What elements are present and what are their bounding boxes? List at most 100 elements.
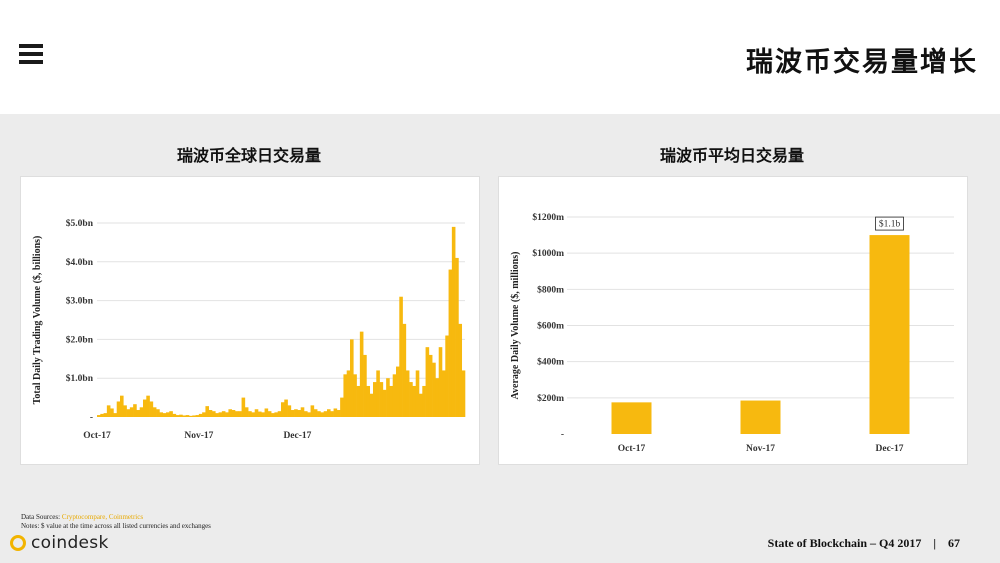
data-sources-note: Data Sources: Cryptocompare, Coinmetrics bbox=[21, 513, 143, 521]
bar bbox=[251, 412, 256, 417]
bar bbox=[189, 415, 193, 417]
bar bbox=[366, 385, 371, 417]
logo-text: coindesk bbox=[31, 533, 109, 553]
y-tick-label: $1.0bn bbox=[66, 373, 94, 384]
bar bbox=[162, 413, 167, 417]
bar bbox=[228, 409, 233, 417]
chart-average-volume: - $200m $400m $600m $800m $1000m $1200m Oct-17 N… bbox=[510, 212, 954, 454]
bar bbox=[261, 412, 265, 417]
bar bbox=[110, 408, 114, 417]
x-tick-label: Dec-17 bbox=[283, 431, 311, 441]
bar bbox=[215, 413, 219, 417]
data-label: $1.1b bbox=[879, 219, 901, 230]
y-axis-title: Total Daily Trading Volume ($, billions) bbox=[32, 236, 43, 405]
bar bbox=[264, 408, 269, 417]
bar bbox=[159, 412, 164, 417]
bar bbox=[103, 413, 108, 417]
bar bbox=[126, 409, 131, 417]
bar bbox=[373, 382, 377, 417]
bar bbox=[212, 411, 216, 417]
bar bbox=[402, 323, 407, 417]
bar bbox=[149, 401, 154, 417]
footer-separator: | bbox=[933, 536, 936, 550]
bar bbox=[310, 405, 315, 417]
bar bbox=[271, 413, 275, 417]
bar bbox=[284, 399, 288, 417]
bar bbox=[116, 401, 121, 417]
y-tick-label: $600m bbox=[537, 321, 564, 332]
bar bbox=[392, 374, 397, 417]
bar bbox=[179, 414, 183, 417]
bar bbox=[166, 412, 170, 417]
y-tick-label: - bbox=[561, 430, 564, 440]
slide-header: 瑞波币交易量增长 bbox=[0, 0, 1000, 114]
sources-link[interactable]: Cryptocompare, Coinmetrics bbox=[61, 513, 144, 521]
bar bbox=[281, 402, 285, 417]
bar bbox=[192, 415, 196, 417]
bar bbox=[300, 407, 305, 417]
bar bbox=[379, 382, 384, 417]
bar bbox=[182, 415, 187, 417]
bar bbox=[382, 389, 387, 417]
bar bbox=[304, 411, 308, 417]
bar bbox=[448, 269, 453, 417]
chart-panel-global-volume: - $1.0bn $2.0bn $3.0bn $4.0bn $5.0bn Oct-17 Nov… bbox=[20, 176, 480, 465]
bar bbox=[412, 385, 417, 417]
bar bbox=[317, 411, 321, 417]
y-tick-label: $2.0bn bbox=[66, 334, 94, 345]
bar bbox=[451, 226, 456, 417]
bar bbox=[740, 400, 781, 434]
bar bbox=[327, 409, 331, 417]
coindesk-logo: coindesk bbox=[10, 531, 109, 555]
bar bbox=[143, 399, 147, 417]
y-tick-label: $4.0bn bbox=[66, 257, 94, 268]
bar bbox=[218, 412, 223, 417]
bar bbox=[297, 410, 302, 417]
bar bbox=[405, 370, 410, 417]
bar bbox=[333, 408, 338, 417]
bar bbox=[611, 402, 652, 434]
bar bbox=[389, 385, 394, 417]
bar bbox=[422, 385, 426, 417]
chart-title-global-volume: 瑞波币全球日交易量 bbox=[176, 146, 321, 165]
y-tick-label: $800m bbox=[537, 284, 564, 295]
bar bbox=[359, 331, 364, 417]
bar bbox=[419, 393, 423, 417]
data-label-box bbox=[875, 216, 904, 231]
x-tick-label: Nov-17 bbox=[746, 444, 775, 454]
bar bbox=[267, 411, 272, 417]
bar bbox=[363, 354, 367, 417]
menu-icon[interactable] bbox=[19, 44, 43, 64]
y-tick-label: $200m bbox=[537, 393, 564, 404]
bar bbox=[356, 385, 361, 417]
bar bbox=[139, 407, 144, 417]
bar bbox=[438, 347, 443, 417]
bar bbox=[369, 393, 374, 417]
bar bbox=[198, 413, 203, 417]
bar bbox=[185, 415, 190, 417]
bar bbox=[133, 404, 137, 417]
y-tick-label: $3.0bn bbox=[66, 296, 94, 307]
bar bbox=[106, 405, 111, 417]
bar bbox=[346, 370, 351, 417]
bar bbox=[231, 410, 236, 417]
bar bbox=[241, 397, 246, 417]
bar bbox=[343, 374, 348, 417]
bar bbox=[458, 323, 463, 417]
bar bbox=[100, 413, 104, 417]
bar bbox=[340, 397, 344, 417]
bar bbox=[225, 412, 229, 417]
bar bbox=[445, 335, 449, 417]
bar bbox=[442, 370, 446, 417]
bar bbox=[869, 235, 910, 434]
chart-global-volume: - $1.0bn $2.0bn $3.0bn $4.0bn $5.0bn Oct-17 Nov… bbox=[32, 218, 466, 441]
bar bbox=[152, 407, 157, 417]
bar bbox=[287, 405, 292, 417]
bar bbox=[129, 407, 134, 417]
bar bbox=[274, 412, 279, 417]
y-tick-label: $400m bbox=[537, 357, 564, 368]
bar bbox=[294, 409, 298, 417]
bar bbox=[320, 412, 325, 417]
bar bbox=[435, 378, 440, 417]
bar bbox=[221, 411, 226, 417]
